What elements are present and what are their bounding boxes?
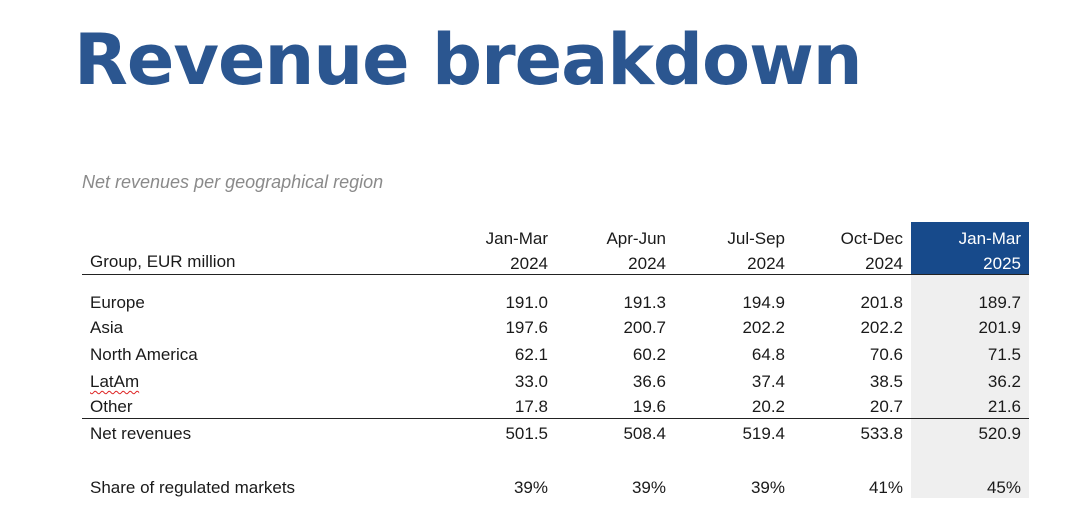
table-cell: 33.0	[514, 372, 548, 391]
table-cell: 20.2	[751, 397, 785, 416]
table-cell: 191.0	[505, 293, 548, 312]
header-rule	[82, 274, 1029, 275]
table-cell: 194.9	[742, 293, 785, 312]
table-cell: 39%	[750, 478, 785, 497]
row-label-share-regulated: Share of regulated markets	[90, 478, 296, 497]
row-header-label: Group, EUR million	[90, 252, 236, 271]
spellcheck-underline: LatAm	[90, 372, 140, 391]
table-cell: 202.2	[742, 318, 785, 337]
table-cell: 45%	[986, 478, 1021, 497]
row-label-europe: Europe	[90, 293, 145, 312]
col-header-period: Oct-Dec	[840, 229, 903, 248]
table-cell: 197.6	[505, 318, 548, 337]
table-cell: 191.3	[623, 293, 666, 312]
table-cell: 19.6	[632, 397, 666, 416]
table-cell: 37.4	[751, 372, 785, 391]
row-label-net-revenues: Net revenues	[90, 424, 192, 443]
col-header-period: Jul-Sep	[727, 229, 785, 248]
table-cell: 520.9	[978, 424, 1021, 443]
table-cell: 39%	[631, 478, 666, 497]
table-cell: 17.8	[514, 397, 548, 416]
col-header-year: 2024	[628, 254, 666, 273]
table-cell: 21.6	[987, 397, 1021, 416]
table-cell: 533.8	[860, 424, 903, 443]
col-header-year: 2024	[510, 254, 548, 273]
table-cell: 60.2	[632, 345, 666, 364]
table-cell: 20.7	[869, 397, 903, 416]
col-header-year-highlight: 2025	[983, 254, 1021, 273]
table-cell: 201.9	[978, 318, 1021, 337]
table-cell: 202.2	[860, 318, 903, 337]
col-header-period: Apr-Jun	[606, 229, 666, 248]
col-header-period: Jan-Mar	[485, 229, 548, 248]
col-header-year: 2024	[865, 254, 903, 273]
col-header-year: 2024	[747, 254, 785, 273]
table-cell: 71.5	[987, 345, 1021, 364]
row-label-north-america: North America	[90, 345, 198, 364]
table-cell: 200.7	[623, 318, 666, 337]
table-cell: 38.5	[869, 372, 903, 391]
table-subtitle: Net revenues per geographical region	[82, 172, 384, 192]
table-cell: 189.7	[978, 293, 1021, 312]
table-cell: 201.8	[860, 293, 903, 312]
highlight-header-background	[911, 222, 1029, 274]
row-label-asia: Asia	[90, 318, 124, 337]
total-rule	[82, 418, 1029, 419]
table-cell: 36.2	[987, 372, 1021, 391]
row-label-other: Other	[90, 397, 133, 416]
table-cell: 39%	[513, 478, 548, 497]
col-header-period-highlight: Jan-Mar	[958, 229, 1021, 248]
table-cell: 501.5	[505, 424, 548, 443]
row-label-latam: LatAm	[90, 372, 139, 392]
table-cell: 70.6	[869, 345, 903, 364]
table-cell: 64.8	[751, 345, 785, 364]
table-cell: 62.1	[514, 345, 548, 364]
page-title: Revenue breakdown	[74, 19, 863, 101]
table-cell: 41%	[868, 478, 903, 497]
table-cell: 519.4	[742, 424, 785, 443]
table-cell: 508.4	[623, 424, 666, 443]
table-cell: 36.6	[632, 372, 666, 391]
